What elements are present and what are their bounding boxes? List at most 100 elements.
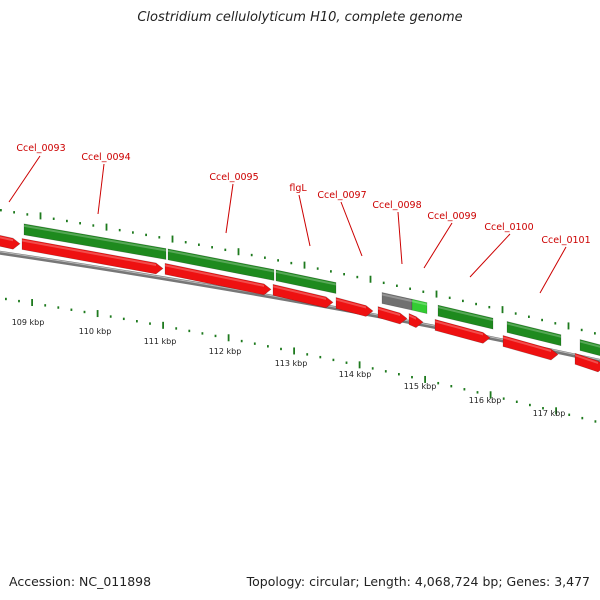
cds-block-2 bbox=[275, 269, 337, 294]
lower-scale-tick bbox=[5, 297, 7, 301]
cds-block-1 bbox=[167, 248, 275, 281]
gene-label[interactable]: Ccel_0101 bbox=[541, 235, 590, 246]
upper-scale-tick bbox=[409, 287, 411, 290]
lower-scale-tick bbox=[476, 391, 479, 394]
upper-scale-tick bbox=[528, 315, 530, 318]
kbp-label: 115 kbp bbox=[404, 382, 437, 391]
gene-arrow-3 bbox=[272, 283, 334, 309]
kbp-label: 116 kbp bbox=[469, 396, 502, 405]
cds-block-5-shine bbox=[580, 340, 600, 348]
upper-scale-tick bbox=[514, 312, 517, 315]
lower-scale-tick bbox=[568, 413, 571, 416]
lower-scale-tick bbox=[18, 299, 20, 303]
gene-label[interactable]: Ccel_0097 bbox=[317, 190, 366, 201]
lower-scale-tick bbox=[384, 370, 387, 373]
upper-scale-tick bbox=[105, 223, 108, 231]
upper-scale-tick bbox=[567, 322, 570, 330]
upper-scale-tick bbox=[145, 233, 147, 237]
gene-label[interactable]: Ccel_0099 bbox=[427, 211, 476, 222]
cds-block-3-shine bbox=[438, 306, 493, 322]
gene-label[interactable]: Ccel_0100 bbox=[484, 222, 533, 233]
lower-scale-tick bbox=[109, 315, 112, 318]
gene-arrow-5-shine bbox=[378, 307, 400, 317]
lower-scale-tick bbox=[358, 361, 361, 369]
gene-arrow-1 bbox=[21, 238, 164, 275]
gene-arrow-3-shine bbox=[273, 285, 326, 300]
upper-scale-tick bbox=[541, 318, 543, 322]
upper-scale-tick bbox=[343, 273, 345, 276]
gene-label-leader bbox=[469, 233, 511, 278]
upper-scale-tick bbox=[224, 248, 227, 252]
lower-scale-tick bbox=[515, 400, 518, 404]
upper-scale-tick bbox=[448, 296, 451, 300]
upper-scale-tick bbox=[79, 222, 81, 225]
lower-scale-tick bbox=[214, 334, 217, 338]
upper-scale-tick bbox=[92, 224, 95, 227]
upper-scale-tick bbox=[264, 256, 266, 259]
upper-scale-tick bbox=[382, 281, 385, 285]
cds-block-1-shine bbox=[168, 249, 274, 273]
lower-scale-tick bbox=[398, 373, 400, 376]
upper-scale-tick bbox=[118, 228, 121, 232]
gene-label[interactable]: Ccel_0095 bbox=[209, 172, 258, 183]
gene-label[interactable]: Ccel_0098 bbox=[372, 200, 421, 211]
upper-scale-tick bbox=[277, 259, 279, 262]
lower-scale-tick bbox=[581, 416, 584, 420]
upper-scale-tick bbox=[356, 275, 359, 279]
kbp-label: 109 kbp bbox=[12, 318, 45, 327]
upper-scale-tick bbox=[462, 299, 464, 303]
gene-label-leader bbox=[97, 163, 105, 215]
lower-scale-tick bbox=[293, 347, 295, 355]
upper-scale-tick bbox=[250, 253, 253, 257]
genome-summary-text: Topology: circular; Length: 4,068,724 bp… bbox=[246, 574, 590, 589]
cds-block-4-shine bbox=[507, 322, 561, 338]
lower-scale-tick bbox=[502, 397, 505, 400]
gene-arrow-1-shine bbox=[22, 239, 156, 266]
cds-block-5 bbox=[579, 339, 600, 356]
lower-scale-tick bbox=[345, 361, 348, 364]
lower-scale-tick bbox=[411, 375, 413, 379]
lower-scale-tick bbox=[489, 391, 492, 399]
upper-scale-tick bbox=[184, 241, 187, 244]
gene-label[interactable]: flgL bbox=[289, 183, 307, 194]
lower-scale-tick bbox=[319, 355, 322, 359]
gene-label-leader bbox=[225, 183, 234, 234]
lower-scale-tick bbox=[267, 345, 269, 348]
gene-arrow-7-shine bbox=[435, 320, 483, 336]
kbp-label: 114 kbp bbox=[339, 370, 372, 379]
gene-label[interactable]: Ccel_0094 bbox=[81, 152, 130, 163]
upper-scale-tick bbox=[594, 332, 596, 335]
upper-scale-tick bbox=[330, 270, 332, 273]
lower-scale-tick bbox=[44, 304, 47, 307]
gene-label[interactable]: Ccel_0093 bbox=[16, 143, 65, 154]
lower-scale-tick bbox=[175, 327, 178, 330]
gene-arrow-8-shine bbox=[503, 336, 551, 353]
upper-scale-tick bbox=[435, 290, 438, 298]
upper-scale-tick bbox=[0, 209, 2, 212]
gene-arrow-6 bbox=[408, 313, 424, 329]
gene-arrow-7 bbox=[434, 319, 491, 344]
gene-label-leader bbox=[397, 211, 403, 265]
cds-block-0 bbox=[23, 223, 167, 260]
gene-arrow-6-shine bbox=[409, 314, 416, 320]
cds-block-0-shine bbox=[24, 224, 166, 252]
accession-text: Accession: NC_011898 bbox=[9, 574, 152, 589]
lower-scale-tick bbox=[122, 317, 125, 321]
lower-scale-tick bbox=[424, 375, 426, 383]
gene-arrow-9 bbox=[574, 352, 600, 373]
gene-label-leader bbox=[298, 194, 311, 247]
cds-block-2-shine bbox=[276, 270, 336, 286]
gene-label-leader bbox=[8, 155, 41, 203]
lower-scale-tick bbox=[96, 310, 99, 318]
lower-scale-tick bbox=[162, 321, 164, 329]
gene-label-leader bbox=[340, 201, 363, 257]
kbp-label: 113 kbp bbox=[275, 359, 308, 368]
kbp-label: 112 kbp bbox=[209, 347, 242, 356]
upper-scale-tick bbox=[13, 211, 15, 214]
upper-scale-tick bbox=[303, 261, 306, 269]
upper-scale-tick bbox=[554, 322, 557, 325]
gene-arrow-8 bbox=[502, 335, 559, 361]
upper-scale-tick bbox=[39, 212, 42, 220]
upper-scale-tick bbox=[422, 290, 425, 293]
gene-arrow-2-shine bbox=[165, 264, 264, 287]
